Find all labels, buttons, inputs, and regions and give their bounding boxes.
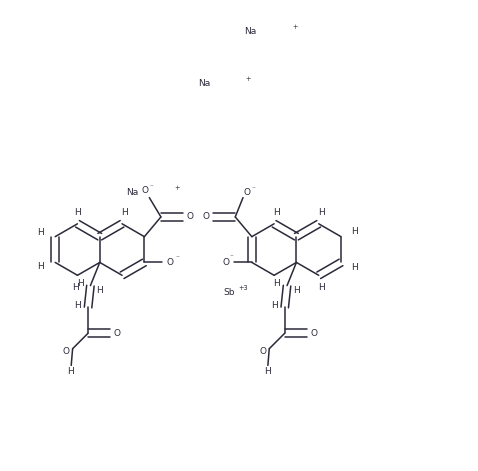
Text: H: H (273, 208, 280, 217)
Text: Na: Na (245, 27, 257, 36)
Text: O: O (187, 212, 194, 221)
Text: ⁻: ⁻ (251, 186, 255, 192)
Text: H: H (67, 367, 74, 376)
Text: H: H (318, 283, 325, 292)
Text: +: + (174, 185, 180, 190)
Text: H: H (271, 300, 278, 309)
Text: H: H (77, 279, 84, 288)
Text: ⁻: ⁻ (149, 184, 153, 190)
Text: H: H (293, 286, 300, 295)
Text: H: H (74, 208, 81, 217)
Text: H: H (75, 300, 81, 309)
Text: H: H (264, 367, 271, 376)
Text: O: O (243, 187, 250, 196)
Text: H: H (351, 263, 358, 272)
Text: H: H (273, 279, 280, 288)
Text: H: H (72, 283, 78, 292)
Text: Na: Na (198, 79, 210, 88)
Text: H: H (37, 262, 43, 271)
Text: +3: +3 (239, 285, 248, 291)
Text: ⁻: ⁻ (175, 256, 179, 262)
Text: H: H (318, 208, 325, 217)
Text: Sb: Sb (223, 288, 235, 297)
Text: +: + (293, 24, 298, 30)
Text: +: + (246, 76, 251, 81)
Text: H: H (37, 228, 43, 237)
Text: O: O (223, 258, 230, 267)
Text: Na: Na (127, 187, 139, 197)
Text: O: O (114, 329, 121, 338)
Text: O: O (311, 329, 317, 338)
Text: H: H (121, 208, 128, 217)
Text: O: O (141, 186, 148, 195)
Text: O: O (259, 347, 266, 356)
Text: ⁻: ⁻ (230, 255, 234, 261)
Text: O: O (63, 347, 70, 356)
Text: O: O (166, 258, 174, 267)
Text: H: H (97, 286, 103, 295)
Text: H: H (351, 227, 358, 236)
Text: O: O (202, 212, 209, 221)
